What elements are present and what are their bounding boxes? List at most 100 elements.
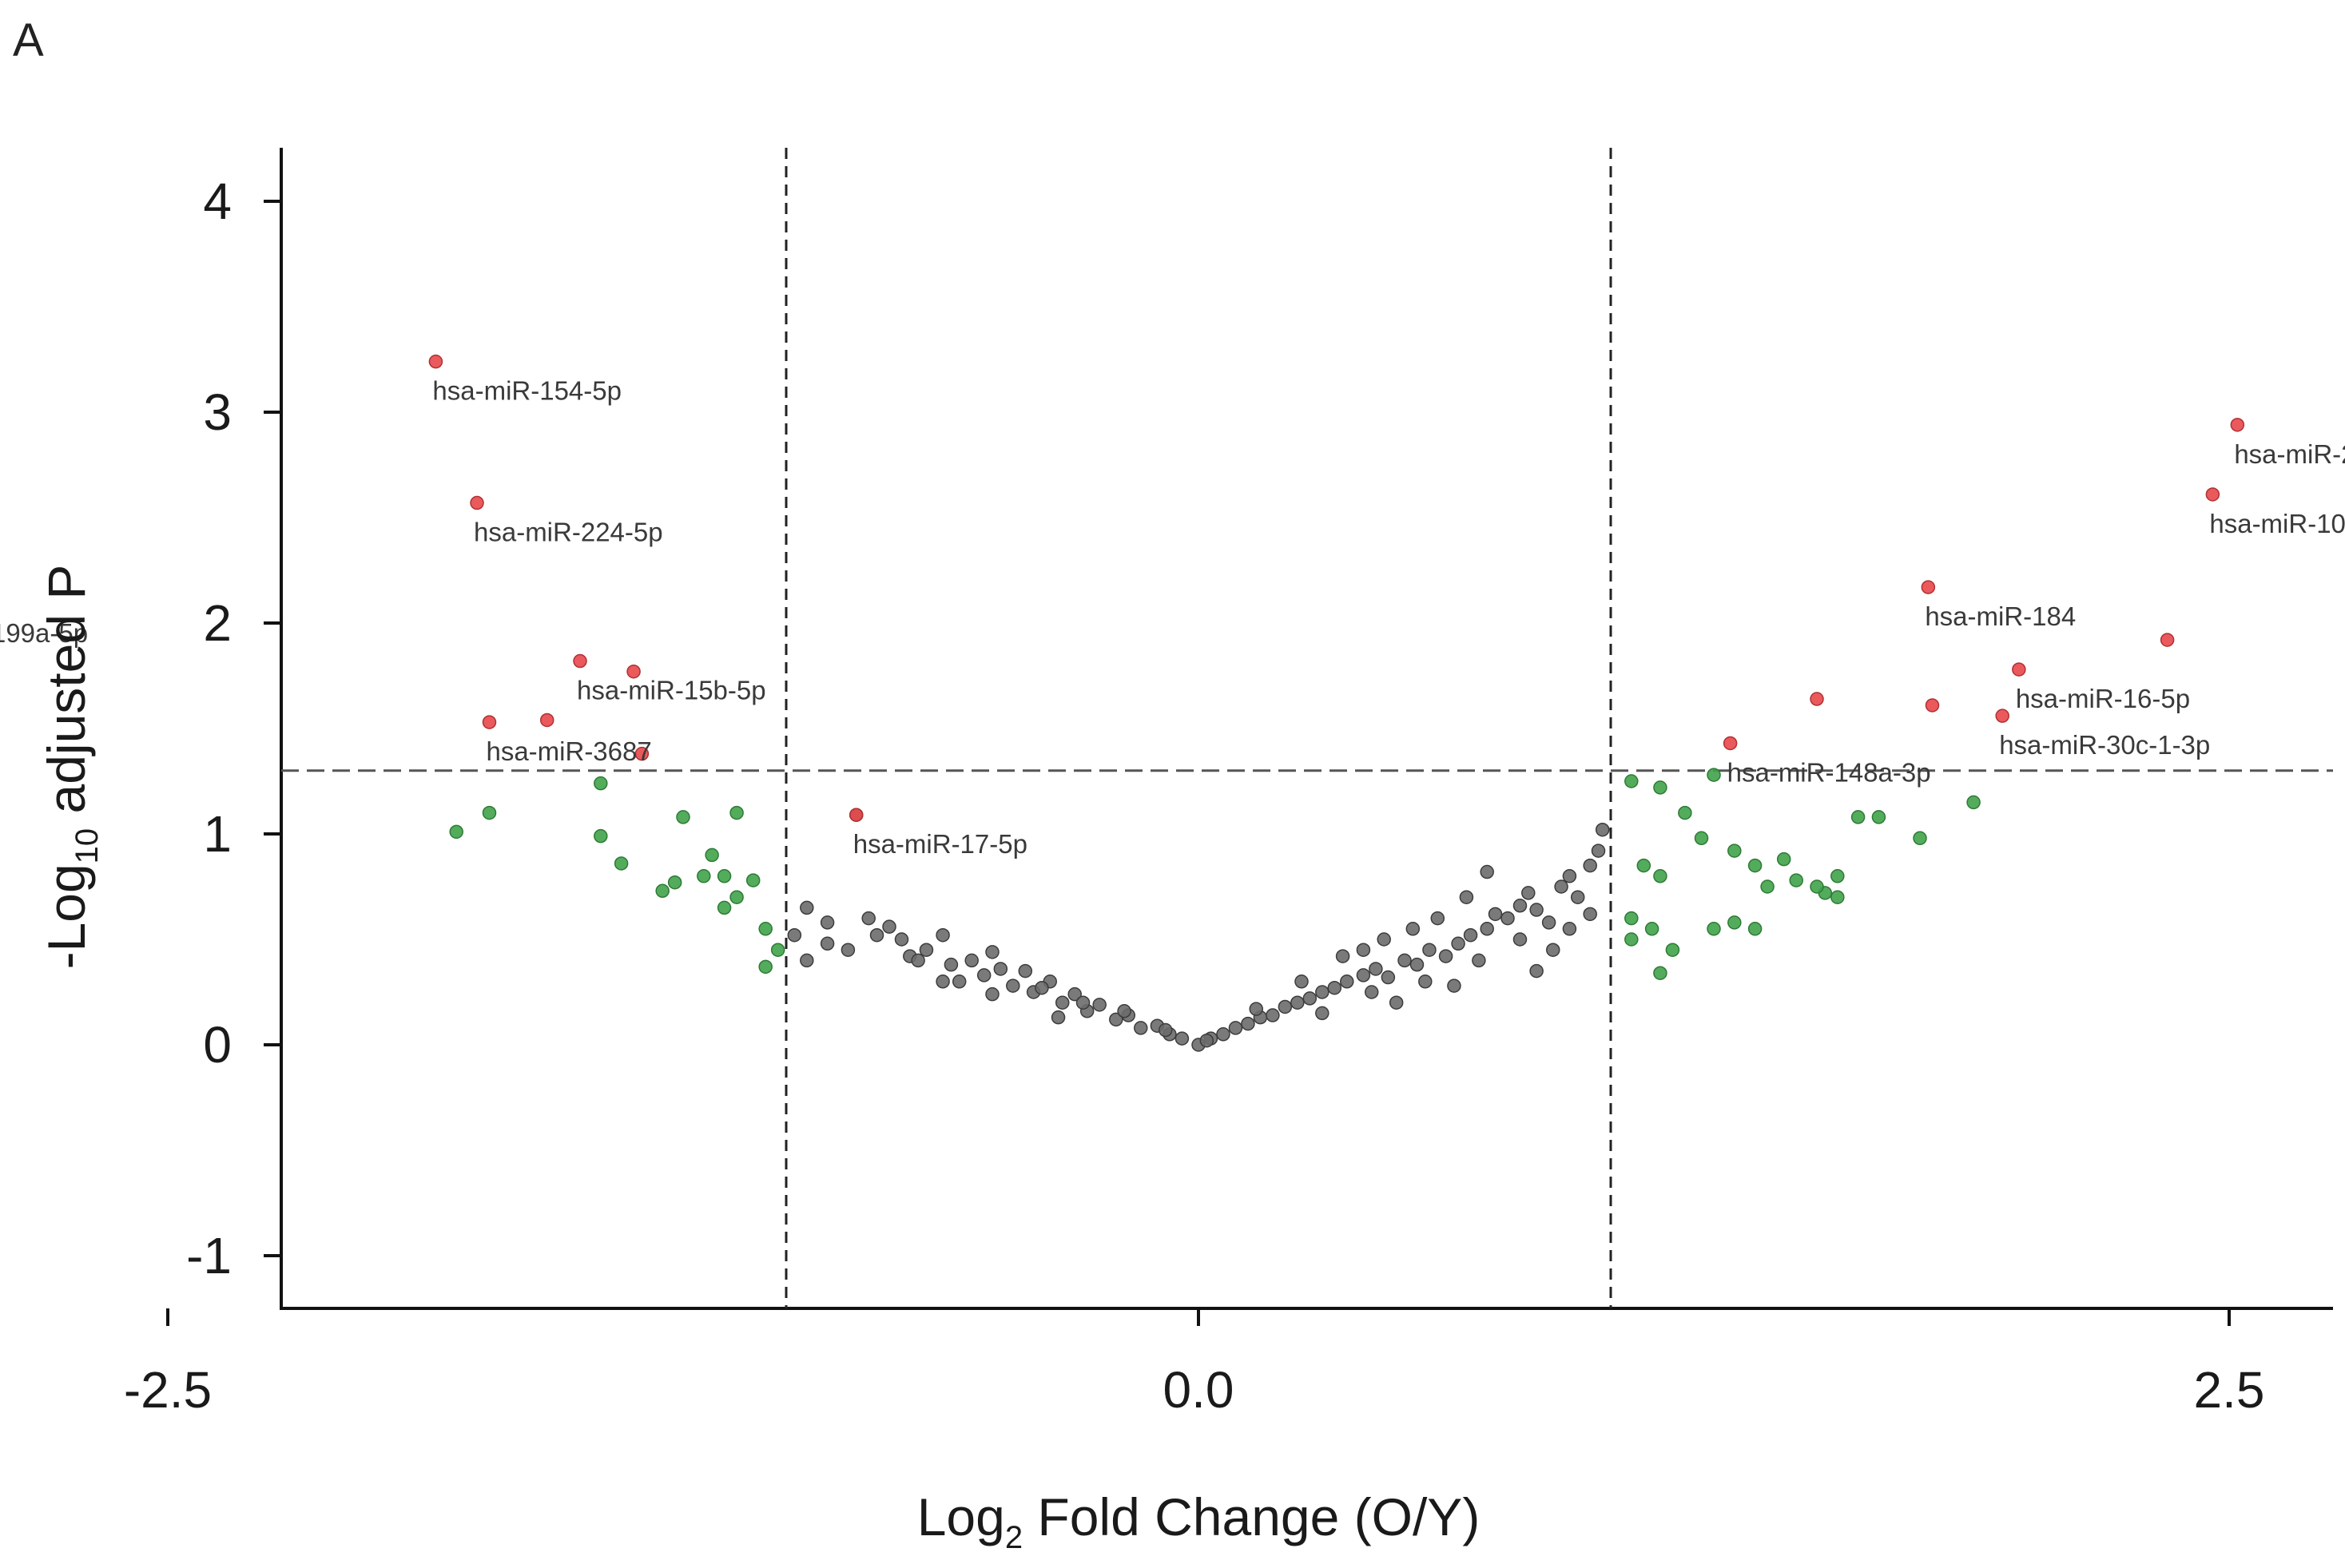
not-significant-point <box>1075 995 1091 1010</box>
point-label: hsa-miR-17-5p <box>853 829 1027 859</box>
point-label: hsa-miR-3687 <box>486 736 651 766</box>
significant-labeled-point <box>573 653 587 669</box>
not-significant-point <box>1228 1021 1243 1035</box>
fold-change-only-point <box>1747 922 1763 936</box>
not-significant-point <box>882 919 896 934</box>
not-significant-point <box>1541 915 1556 930</box>
fold-change-only-point <box>1653 869 1667 883</box>
fold-change-only-point <box>1707 768 1721 782</box>
not-significant-point <box>1405 922 1421 936</box>
not-significant-point <box>1377 932 1391 947</box>
not-significant-point <box>936 927 950 943</box>
point-label: hsa-miR-21-5p <box>2234 439 2345 469</box>
y-tick-label: 4 <box>203 173 232 230</box>
not-significant-point <box>1554 879 1568 894</box>
not-significant-point <box>820 936 835 951</box>
not-significant-point <box>985 945 1000 959</box>
fold-change-only-point <box>717 869 732 883</box>
panel-label: A <box>13 14 44 66</box>
not-significant-point <box>976 968 992 982</box>
not-significant-point <box>1447 979 1461 993</box>
not-significant-point <box>1438 949 1453 963</box>
not-significant-point <box>1369 962 1383 976</box>
not-significant-point <box>1451 936 1465 951</box>
not-significant-point <box>1006 979 1020 993</box>
fold-change-only-point <box>1789 873 1803 887</box>
not-significant-point <box>1459 890 1474 904</box>
not-significant-point <box>894 932 909 947</box>
y-tick-label: 2 <box>203 594 232 652</box>
significant-labeled-point <box>1995 709 2009 723</box>
not-significant-point <box>1512 899 1528 913</box>
fold-change-only-point <box>1653 780 1667 795</box>
not-significant-point <box>1327 980 1342 995</box>
not-significant-point <box>911 953 925 968</box>
not-significant-point <box>1067 986 1082 1002</box>
plot-area: hsa-miR-154-5phsa-miR-199a-3phsa-miR-224… <box>0 148 2345 1419</box>
fold-change-only-point <box>1830 869 1845 883</box>
fold-change-only-point <box>1644 922 1659 936</box>
not-significant-point <box>869 927 884 943</box>
not-significant-point <box>985 986 1000 1002</box>
not-significant-point <box>936 975 950 989</box>
not-significant-point <box>1356 968 1371 982</box>
not-significant-point <box>1092 998 1107 1012</box>
not-significant-point <box>820 915 835 930</box>
not-significant-point <box>800 953 814 968</box>
not-significant-point <box>1335 949 1350 963</box>
y-tick-label: 3 <box>203 383 232 441</box>
significant-point <box>2160 633 2175 647</box>
fold-change-only-point <box>594 776 608 791</box>
fold-change-only-point <box>449 824 463 840</box>
not-significant-point <box>1340 975 1354 989</box>
fold-change-only-point <box>1830 890 1845 904</box>
not-significant-point <box>1472 953 1486 968</box>
not-significant-point <box>1521 886 1536 900</box>
not-significant-point <box>919 943 934 957</box>
fold-change-only-point <box>1760 879 1775 894</box>
not-significant-point <box>1109 1012 1123 1027</box>
significant-point <box>539 713 554 728</box>
not-significant-point <box>964 953 979 968</box>
significant-point <box>1925 698 1940 713</box>
significant-labeled-point <box>2012 662 2026 677</box>
significant-point <box>1810 692 1824 706</box>
not-significant-point <box>1397 953 1412 968</box>
fold-change-only-point <box>717 900 732 915</box>
not-significant-point <box>800 900 814 915</box>
fold-change-only-point <box>1747 858 1763 873</box>
significant-labeled-point <box>482 715 497 729</box>
fold-change-only-point <box>1624 911 1639 926</box>
not-significant-point <box>1389 995 1404 1010</box>
fold-change-only-point <box>745 873 761 887</box>
fold-change-only-point <box>1707 922 1721 936</box>
not-significant-point <box>1480 922 1494 936</box>
y-tick-label: 1 <box>203 805 232 863</box>
fold-change-only-point <box>1913 831 1927 846</box>
fold-change-only-point <box>1665 943 1680 957</box>
not-significant-point <box>1480 864 1494 879</box>
significant-labeled-point <box>1921 580 1936 594</box>
fold-change-only-point <box>1624 932 1639 947</box>
y-axis-ticks: -1 0 1 2 3 4 <box>186 173 281 1284</box>
x-tick-label: 0.0 <box>1163 1361 1234 1419</box>
fold-change-only-point <box>1966 795 1981 810</box>
fold-change-only-point <box>729 890 744 904</box>
fold-change-only-point <box>705 848 719 863</box>
significant-labeled-point <box>2205 487 2220 502</box>
point-labels-layer: hsa-miR-154-5phsa-miR-199a-3phsa-miR-224… <box>0 376 2345 859</box>
threshold-lines <box>281 148 2333 1308</box>
not-significant-point <box>1430 911 1445 926</box>
not-significant-point <box>1364 985 1379 999</box>
fold-change-only-point <box>770 943 785 957</box>
fold-change-only-point <box>482 805 497 820</box>
point-label: hsa-miR-30c-1-3p <box>1999 730 2210 760</box>
not-significant-point <box>1356 943 1371 957</box>
point-label: hsa-miR-16-5p <box>2016 684 2190 713</box>
not-significant-point <box>861 911 876 926</box>
point-label: hsa-miR-154-5p <box>432 376 622 406</box>
not-significant-point <box>1199 1033 1214 1048</box>
fold-change-only-point <box>697 869 711 883</box>
fold-change-only-point <box>1653 966 1667 980</box>
